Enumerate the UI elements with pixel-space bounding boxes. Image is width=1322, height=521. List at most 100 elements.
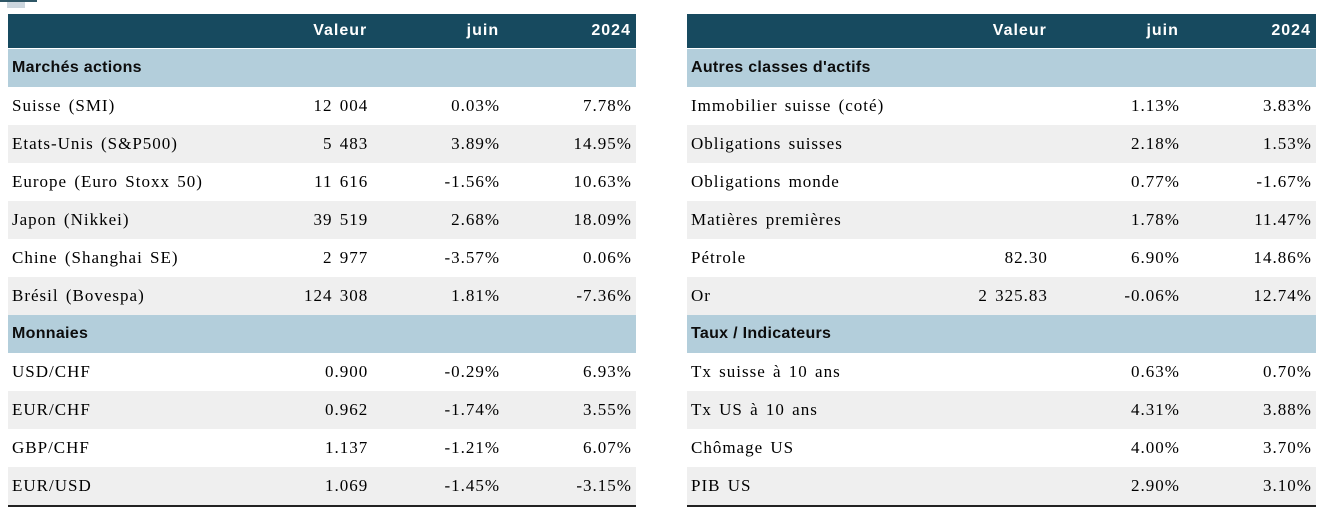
cell-2024: 3.70% <box>1263 438 1312 457</box>
cell-juin: -1.45% <box>444 476 501 495</box>
table-row: USD/CHF 0.900 -0.29% 6.93% <box>8 353 636 391</box>
header-juin: juin <box>466 22 500 39</box>
cell-label: Tx suisse à 10 ans <box>691 362 841 381</box>
cell-juin: 0.03% <box>451 96 501 115</box>
cell-2024: 3.10% <box>1263 476 1312 495</box>
header-valeur: Valeur <box>313 22 368 39</box>
cell-juin: -3.57% <box>444 248 501 267</box>
cell-valeur: 1.069 <box>324 476 369 495</box>
cell-label: Obligations monde <box>691 172 840 191</box>
table-row: Suisse (SMI) 12 004 0.03% 7.78% <box>8 87 636 125</box>
table-row: Pétrole 82.30 6.90% 14.86% <box>687 239 1316 277</box>
cell-label: Chine (Shanghai SE) <box>12 248 179 267</box>
cell-label: Brésil (Bovespa) <box>12 286 145 305</box>
cell-label: Or <box>691 286 711 305</box>
section-title: Taux / Indicateurs <box>691 325 832 342</box>
corner-artifact-line <box>0 0 37 2</box>
section-header-marches-actions: Marchés actions <box>8 49 636 87</box>
cell-2024: 6.93% <box>583 362 632 381</box>
cell-juin: 2.18% <box>1130 134 1180 153</box>
cell-valeur: 124 308 <box>303 286 369 305</box>
cell-2024: 18.09% <box>573 210 632 229</box>
table-row: Immobilier suisse (coté) 1.13% 3.83% <box>687 87 1316 125</box>
cell-label: PIB US <box>691 476 752 495</box>
cell-label: Japon (Nikkei) <box>12 210 130 229</box>
cell-2024: 14.86% <box>1253 248 1312 267</box>
cell-juin: 1.81% <box>451 286 501 305</box>
cell-juin: -1.74% <box>444 400 501 419</box>
table-row: EUR/CHF 0.962 -1.74% 3.55% <box>8 391 636 429</box>
section-title: Autres classes d'actifs <box>691 59 871 76</box>
cell-2024: -1.67% <box>1256 172 1312 191</box>
cell-label: EUR/USD <box>12 476 92 495</box>
cell-2024: -3.15% <box>576 476 632 495</box>
cell-juin: 2.90% <box>1130 476 1180 495</box>
table-autres-actifs-taux: Valeur juin 2024 Autres classes d'actifs… <box>687 14 1316 507</box>
header-juin: juin <box>1146 22 1179 39</box>
cell-label: GBP/CHF <box>12 438 90 457</box>
cell-valeur: 39 519 <box>313 210 369 229</box>
table-row: Brésil (Bovespa) 124 308 1.81% -7.36% <box>8 277 636 315</box>
cell-label: Etats-Unis (S&P500) <box>12 134 178 153</box>
cell-2024: 3.88% <box>1263 400 1312 419</box>
cell-label: Obligations suisses <box>691 134 843 153</box>
cell-2024: 3.83% <box>1263 96 1312 115</box>
cell-juin: 4.00% <box>1130 438 1180 457</box>
cell-label: Pétrole <box>691 248 747 267</box>
table-row: PIB US 2.90% 3.10% <box>687 467 1316 505</box>
table-row: Tx suisse à 10 ans 0.63% 0.70% <box>687 353 1316 391</box>
cell-2024: 1.53% <box>1263 134 1312 153</box>
table-row: Or 2 325.83 -0.06% 12.74% <box>687 277 1316 315</box>
cell-juin: 2.68% <box>451 210 501 229</box>
cell-label: Immobilier suisse (coté) <box>691 96 885 115</box>
section-title: Monnaies <box>12 325 89 342</box>
cell-2024: 10.63% <box>573 172 632 191</box>
section-header-monnaies: Monnaies <box>8 315 636 353</box>
cell-valeur: 5 483 <box>322 134 369 153</box>
cell-valeur: 2 977 <box>322 248 369 267</box>
table-row: Chine (Shanghai SE) 2 977 -3.57% 0.06% <box>8 239 636 277</box>
cell-2024: 3.55% <box>583 400 632 419</box>
table-row: Tx US à 10 ans 4.31% 3.88% <box>687 391 1316 429</box>
table-marches-actions-monnaies: Valeur juin 2024 Marchés actions Suisse … <box>8 14 636 507</box>
cell-juin: 4.31% <box>1130 400 1180 419</box>
corner-artifact-box <box>7 2 25 8</box>
table-header-row: Valeur juin 2024 <box>8 14 636 49</box>
table-header-row: Valeur juin 2024 <box>687 14 1316 49</box>
table-row: Obligations monde 0.77% -1.67% <box>687 163 1316 201</box>
cell-2024: 0.06% <box>583 248 632 267</box>
section-title: Marchés actions <box>12 59 142 76</box>
table-row: Etats-Unis (S&P500) 5 483 3.89% 14.95% <box>8 125 636 163</box>
cell-juin: 0.77% <box>1130 172 1180 191</box>
cell-valeur: 1.137 <box>324 438 369 457</box>
cell-juin: -0.29% <box>444 362 501 381</box>
cell-juin: 6.90% <box>1130 248 1180 267</box>
table-row: Obligations suisses 2.18% 1.53% <box>687 125 1316 163</box>
cell-label: EUR/CHF <box>12 400 91 419</box>
cell-juin: -0.06% <box>1124 286 1180 305</box>
cell-valeur: 0.900 <box>324 362 369 381</box>
cell-2024: 11.47% <box>1254 210 1312 229</box>
cell-2024: 7.78% <box>583 96 632 115</box>
header-2024: 2024 <box>1271 22 1311 39</box>
cell-juin: 1.78% <box>1130 210 1180 229</box>
table-row: EUR/USD 1.069 -1.45% -3.15% <box>8 467 636 505</box>
cell-valeur: 12 004 <box>313 96 369 115</box>
cell-juin: -1.21% <box>444 438 501 457</box>
header-2024: 2024 <box>591 22 631 39</box>
cell-valeur: 0.962 <box>324 400 369 419</box>
table-row: Europe (Euro Stoxx 50) 11 616 -1.56% 10.… <box>8 163 636 201</box>
cell-label: Matières premières <box>691 210 842 229</box>
cell-valeur: 2 325.83 <box>978 286 1048 305</box>
cell-label: Chômage US <box>691 438 795 457</box>
header-valeur: Valeur <box>992 22 1047 39</box>
cell-2024: 0.70% <box>1263 362 1312 381</box>
cell-2024: 6.07% <box>583 438 632 457</box>
cell-juin: 0.63% <box>1130 362 1180 381</box>
cell-label: Europe (Euro Stoxx 50) <box>12 172 203 191</box>
cell-valeur: 11 616 <box>314 172 369 191</box>
cell-valeur: 82.30 <box>1004 248 1048 267</box>
table-row: Chômage US 4.00% 3.70% <box>687 429 1316 467</box>
section-header-autres-classes: Autres classes d'actifs <box>687 49 1316 87</box>
